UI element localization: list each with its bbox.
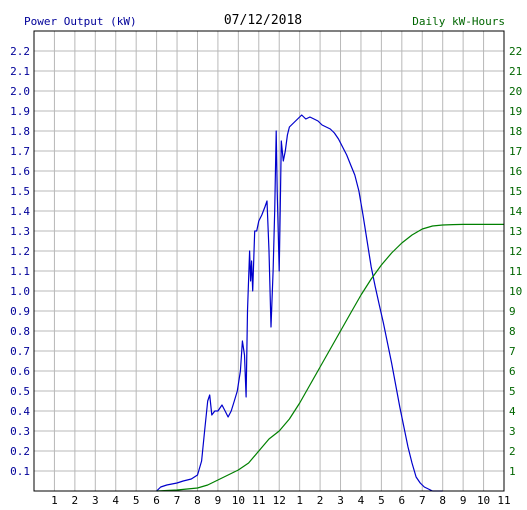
x-axis-ticks: 1 2 3 4 5 6 7 8 9 10 11 12 1 2 3 4 5 6 7 8 9 10 11 <box>51 494 511 507</box>
x-tick-label: 2 <box>317 494 324 507</box>
right-axis-title: Daily kW-Hours <box>412 15 505 28</box>
right-tick-label: 16 <box>509 165 522 178</box>
right-tick-label: 11 <box>509 265 522 278</box>
left-tick-label: 0.5 <box>10 385 30 398</box>
left-tick-label: 0.4 <box>10 405 30 418</box>
right-tick-label: 17 <box>509 145 522 158</box>
right-tick-label: 22 <box>509 45 522 58</box>
left-tick-label: 2.0 <box>10 85 30 98</box>
x-tick-label: 8 <box>194 494 201 507</box>
right-tick-label: 4 <box>509 405 516 418</box>
left-tick-label: 0.6 <box>10 365 30 378</box>
x-tick-label: 7 <box>419 494 426 507</box>
right-tick-label: 9 <box>509 305 516 318</box>
x-tick-label: 10 <box>232 494 245 507</box>
right-tick-label: 3 <box>509 425 516 438</box>
left-tick-label: 1.0 <box>10 285 30 298</box>
x-tick-label: 2 <box>72 494 79 507</box>
x-tick-label: 7 <box>174 494 181 507</box>
plot-frame <box>33 30 505 492</box>
right-tick-label: 14 <box>509 205 523 218</box>
left-tick-label: 0.9 <box>10 305 30 318</box>
right-tick-label: 12 <box>509 245 522 258</box>
right-tick-label: 13 <box>509 225 522 238</box>
x-tick-label: 4 <box>358 494 365 507</box>
left-tick-label: 1.2 <box>10 245 30 258</box>
series-layer <box>156 114 504 492</box>
left-tick-label: 1.6 <box>10 165 30 178</box>
left-tick-label: 1.8 <box>10 125 30 138</box>
x-tick-label: 9 <box>460 494 467 507</box>
x-tick-label: 12 <box>273 494 286 507</box>
right-tick-label: 7 <box>509 345 516 358</box>
right-tick-label: 10 <box>509 285 522 298</box>
left-tick-label: 0.8 <box>10 325 30 338</box>
right-tick-label: 19 <box>509 105 522 118</box>
left-tick-label: 1.1 <box>10 265 30 278</box>
x-tick-label: 10 <box>477 494 490 507</box>
right-tick-label: 15 <box>509 185 522 198</box>
x-tick-label: 11 <box>497 494 510 507</box>
left-tick-label: 1.4 <box>10 205 30 218</box>
left-tick-label: 1.9 <box>10 105 30 118</box>
x-tick-label: 1 <box>51 494 58 507</box>
left-tick-label: 2.1 <box>10 65 30 78</box>
left-axis-title: Power Output (kW) <box>24 15 137 28</box>
left-tick-label: 0.7 <box>10 345 30 358</box>
left-tick-label: 0.2 <box>10 445 30 458</box>
right-tick-label: 18 <box>509 125 522 138</box>
grid-lines <box>34 31 504 491</box>
x-tick-label: 5 <box>378 494 385 507</box>
right-tick-label: 6 <box>509 365 516 378</box>
right-tick-label: 8 <box>509 325 516 338</box>
daily-kwh-line <box>156 223 504 492</box>
x-tick-label: 6 <box>399 494 406 507</box>
right-tick-label: 21 <box>509 65 522 78</box>
left-tick-label: 0.1 <box>10 465 30 478</box>
x-tick-label: 1 <box>296 494 303 507</box>
power-output-line <box>156 114 443 492</box>
x-tick-label: 6 <box>153 494 160 507</box>
left-axis-ticks: 0.1 0.2 0.3 0.4 0.5 0.6 0.7 0.8 0.9 1.0 1.1 1.2 1.3 1… <box>10 45 30 478</box>
left-tick-label: 1.5 <box>10 185 30 198</box>
x-tick-label: 4 <box>112 494 119 507</box>
left-tick-label: 1.7 <box>10 145 30 158</box>
x-tick-label: 5 <box>133 494 140 507</box>
chart-title: 07/12/2018 <box>224 13 302 28</box>
left-tick-label: 0.3 <box>10 425 30 438</box>
x-tick-label: 11 <box>252 494 265 507</box>
left-tick-label: 1.3 <box>10 225 30 238</box>
right-tick-label: 20 <box>509 85 522 98</box>
right-tick-label: 2 <box>509 445 516 458</box>
x-tick-label: 3 <box>92 494 99 507</box>
x-tick-label: 3 <box>337 494 344 507</box>
left-tick-label: 2.2 <box>10 45 30 58</box>
x-tick-label: 9 <box>215 494 222 507</box>
x-tick-label: 8 <box>439 494 446 507</box>
right-tick-label: 5 <box>509 385 516 398</box>
right-tick-label: 1 <box>509 465 516 478</box>
